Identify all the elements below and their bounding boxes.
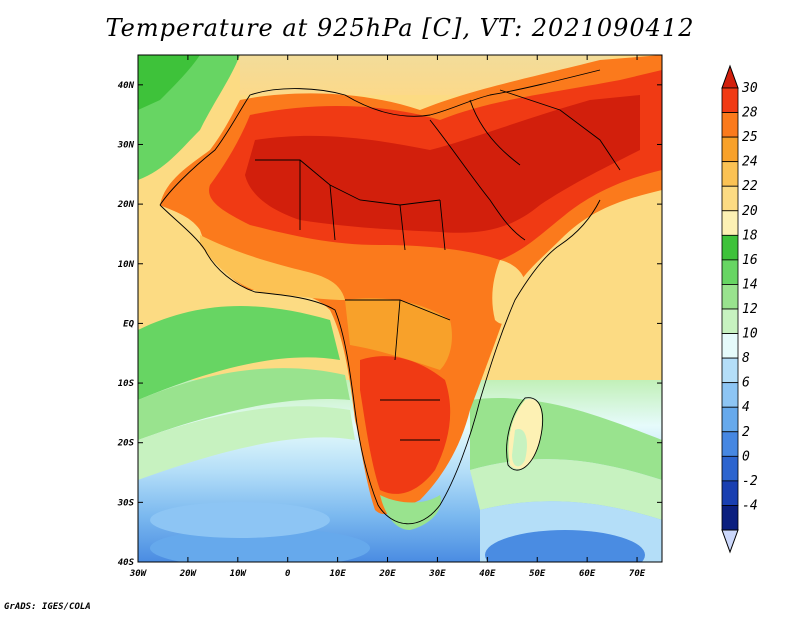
colorbar-swatch <box>721 357 739 384</box>
colorbar-swatch <box>721 136 739 163</box>
colorbar-swatch <box>721 480 739 506</box>
colorbar-label: 18 <box>742 228 758 243</box>
lat-tick-label: 20N <box>117 200 135 210</box>
colorbar-swatch <box>721 308 739 334</box>
colorbar-label: 2 <box>742 425 750 440</box>
lat-tick-label: 10S <box>118 379 135 389</box>
lat-tick-label: 30S <box>117 498 135 508</box>
colorbar-swatch <box>721 431 739 457</box>
colorbar-swatch <box>721 455 739 482</box>
colorbar-label: 10 <box>742 327 758 342</box>
colorbar-label: 24 <box>742 155 758 170</box>
colorbar-label: 25 <box>742 130 758 145</box>
lon-tick-label: 30E <box>428 569 446 579</box>
plot-frame <box>137 54 663 563</box>
lat-tick-label: 40N <box>118 81 135 91</box>
colorbar-bottom-arrow <box>721 529 739 554</box>
latitude-axis: 40N 30N 20N 10N EQ 10S 20S 30S 40S <box>117 81 662 568</box>
colorbar-swatch <box>721 210 739 236</box>
colorbar-swatch <box>721 259 739 285</box>
colorbar-label: 4 <box>742 400 750 415</box>
colorbar-label: 14 <box>742 277 758 292</box>
colorbar-swatch <box>721 112 739 138</box>
lon-tick-label: 20W <box>179 569 198 579</box>
colorbar-swatch <box>721 161 739 187</box>
lat-tick-label: 10N <box>118 260 135 270</box>
colorbar-label: 12 <box>742 302 758 317</box>
colorbar-swatch <box>721 382 739 408</box>
lat-tick-label: EQ <box>123 319 134 329</box>
longitude-axis: 30W 20W 10W 0 10E 20E 30E 40E 50E 60E 70E <box>129 55 646 579</box>
colorbar-top-arrow <box>721 64 739 89</box>
colorbar-swatch <box>721 234 739 261</box>
lon-tick-label: 10E <box>329 569 346 579</box>
lon-tick-label: 10W <box>230 569 248 579</box>
lat-tick-label: 20S <box>117 439 135 449</box>
lon-tick-label: 50E <box>529 569 546 579</box>
map-title: Temperature at 925hPa [C], VT: 202109041… <box>105 14 695 42</box>
colorbar-label: 0 <box>742 449 750 464</box>
lat-tick-label: 40S <box>118 558 135 568</box>
colorbar-swatch <box>721 333 739 359</box>
colorbar-swatch <box>721 87 739 113</box>
colorbar-swatch <box>721 406 739 433</box>
colorbar-swatch <box>721 185 739 212</box>
colorbar-label: -4 <box>742 498 758 513</box>
colorbar-label: 6 <box>742 376 750 391</box>
lon-tick-label: 0 <box>285 569 291 579</box>
colorbar-label: 8 <box>742 351 750 366</box>
colorbar-label: 30 <box>741 81 758 96</box>
lon-tick-label: 20E <box>378 569 396 579</box>
temperature-field <box>138 55 662 562</box>
lon-tick-label: 70E <box>629 569 646 579</box>
colorbar-label: -2 <box>742 474 758 489</box>
lon-tick-label: 60E <box>579 569 596 579</box>
colorbar-label: 20 <box>742 204 758 219</box>
colorbar-label: 16 <box>742 253 758 268</box>
lon-tick-label: 40E <box>479 569 496 579</box>
colorbar-label: 28 <box>742 106 758 121</box>
lon-tick-label: 30W <box>129 569 148 579</box>
lat-tick-label: 30N <box>117 140 135 150</box>
colorbar-swatch <box>721 284 739 310</box>
colorbar-swatch <box>721 505 739 531</box>
footer-credit: GrADS: IGES/COLA <box>4 602 91 612</box>
colorbar-label: 22 <box>742 179 758 194</box>
coastlines <box>159 69 621 525</box>
